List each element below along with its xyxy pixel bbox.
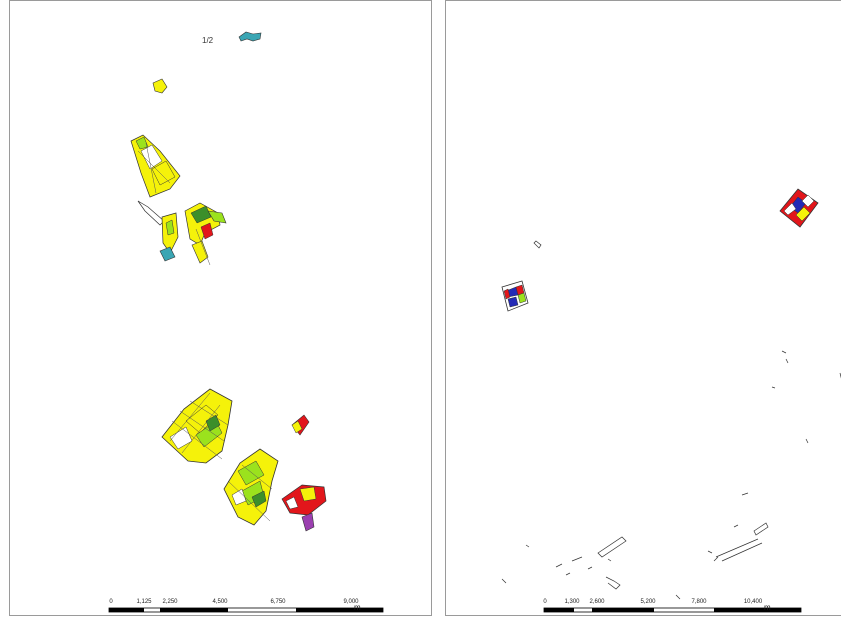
scale-tick: 0	[543, 599, 547, 605]
parcel-yellow-small	[152, 78, 168, 94]
right-map-panel: 0 1,300 2,600 5,200 7,800 10,400 m	[445, 0, 841, 616]
left-scale-bar	[108, 607, 384, 613]
scale-unit: m	[354, 603, 361, 612]
scale-tick: 7,800	[691, 599, 707, 605]
scale-tick: 6,750	[270, 599, 286, 605]
scale-unit: m	[764, 603, 771, 612]
scale-tick: 0	[109, 599, 113, 605]
parcel-block-west	[501, 280, 529, 312]
right-map-canvas	[501, 188, 841, 613]
scale-tick: 1,125	[136, 599, 152, 605]
map-label-glyph: 1/2	[202, 36, 214, 45]
scale-tick: 2,250	[162, 599, 178, 605]
scale-tick: 2,600	[589, 599, 605, 605]
scale-tick: 1,300	[564, 599, 580, 605]
scale-tick: 10,400	[743, 599, 763, 605]
parcel-block-northeast	[779, 188, 819, 228]
scale-tick: 4,500	[212, 599, 228, 605]
scattered-parcels	[501, 240, 841, 600]
right-scale-bar	[543, 607, 802, 613]
left-map-canvas: 1/2	[108, 31, 384, 613]
scale-tick: 5,200	[640, 599, 656, 605]
scale-tick: 9,000	[343, 599, 359, 605]
parcel-cluster-large	[161, 388, 233, 464]
parcel-cluster-middle	[159, 202, 227, 266]
parcel-cyan-top	[238, 31, 262, 42]
left-map-panel: 1/2	[9, 0, 432, 616]
parcel-cluster-red	[281, 484, 327, 532]
parcel-cluster-north	[130, 134, 181, 226]
parcel-cluster-southeast	[223, 448, 279, 526]
